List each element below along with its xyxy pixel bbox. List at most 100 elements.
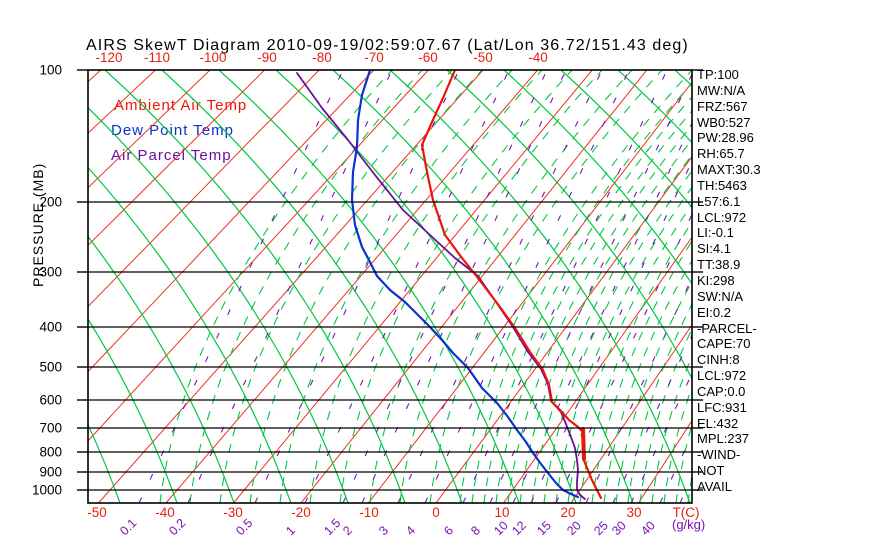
dry-adiabat-line [104, 70, 406, 503]
isotherm-line [706, 70, 870, 503]
saturated-adiabat-line [495, 109, 692, 503]
mixing-ratio-line [424, 70, 630, 503]
saturated-adiabat-line [279, 70, 513, 503]
pressure-tick-label: 1000 [32, 483, 62, 498]
mixing-ratio-line [612, 334, 692, 503]
saturated-adiabat-line [339, 70, 573, 503]
temp-top-label: -120 [95, 50, 122, 65]
temp-top-label: -80 [312, 50, 332, 65]
temp-bottom-label: -50 [87, 505, 107, 520]
isotherm-line [300, 70, 648, 503]
mixing-ratio-line [397, 70, 603, 503]
mixing-ratio-line [679, 476, 692, 503]
isotherm-line [88, 70, 156, 134]
panel-metric: TT:38.9 [697, 257, 741, 273]
pressure-tick-label: 300 [39, 265, 62, 280]
mixing-ratio-line [630, 372, 692, 503]
legend-dew-point-temp: Dew Point Temp [111, 122, 234, 139]
isotherm-line [638, 419, 692, 503]
ambient-curve [420, 70, 603, 500]
panel-metric: SI:4.1 [697, 241, 731, 257]
temp-top-label: -40 [528, 50, 548, 65]
temp-bottom-label: -20 [291, 505, 311, 520]
saturated-adiabat-line [519, 139, 692, 503]
mixing-ratio-tick-label: 30 [609, 518, 629, 538]
dry-adiabat-line [88, 166, 292, 503]
saturated-adiabat-line [603, 259, 692, 503]
panel-metric: PW:28.96 [697, 130, 754, 146]
mixing-ratio-tick-label: 8 [468, 523, 483, 538]
saturated-adiabat-line [579, 221, 692, 503]
mixing-ratio-tick-label: 0.1 [117, 516, 139, 538]
panel-metric: CINH:8 [697, 352, 740, 368]
dry-adiabat-line [161, 70, 463, 503]
dry-adiabat-line [88, 423, 121, 503]
panel-metric: -WIND- [697, 447, 741, 463]
dry-adiabat-line [674, 70, 692, 87]
mixing-ratio-tick-label: 15 [534, 518, 554, 538]
pressure-tick-label: 800 [39, 445, 62, 460]
temp-top-label: -90 [257, 50, 277, 65]
mixing-ratio-line [696, 70, 870, 503]
panel-metric: -PARCEL- [697, 320, 757, 336]
saturated-adiabat-line [687, 474, 692, 503]
isotherm-line [88, 70, 375, 373]
dry-adiabat-line [88, 106, 349, 503]
mixing-ratio-line [512, 121, 692, 503]
page-title: AIRS SkewT Diagram 2010-09-19/02:59:07.6… [86, 37, 689, 54]
panel-metric: AVAIL [697, 478, 732, 494]
saturated-adiabat-line [399, 70, 633, 503]
panel-metric: KI:298 [697, 272, 735, 288]
saturated-adiabat-line [567, 203, 692, 503]
panel-metric: MAXT:30.3 [697, 162, 761, 178]
mixing-ratio-line [530, 159, 692, 503]
panel-metric: WB0:527 [697, 114, 751, 130]
temp-top-label: -70 [364, 50, 384, 65]
legend-ambient-air-temp: Ambient Air Temp [114, 97, 248, 114]
dry-adiabat-line [789, 70, 870, 503]
ambient-thick-segment-curve [581, 427, 586, 461]
dry-adiabat-line [88, 235, 235, 503]
dewpoint-curve [350, 70, 580, 499]
pressure-tick-label: 200 [39, 195, 62, 210]
isotherm-line [88, 70, 320, 308]
mixing-ratio-tick-label: 40 [638, 518, 658, 538]
sounding-indices-panel: TP:100 MW:N/A FRZ:567 WB0:527 PW:28.96 RH:65.… [697, 67, 761, 495]
temp-top-label: -100 [199, 50, 226, 65]
saturated-adiabat-line [675, 422, 692, 503]
saturated-adiabat-line [639, 327, 692, 503]
panel-metric: MPL:237 [697, 431, 750, 447]
isotherm-line [88, 70, 211, 189]
temp-axis-unit-label: T(C) [673, 505, 700, 520]
temp-top-label: -60 [418, 50, 438, 65]
dry-adiabat-line [560, 70, 692, 209]
saturated-adiabat-line [627, 302, 692, 503]
saturated-adiabat-line [309, 70, 543, 503]
panel-metric: LCL:972 [697, 368, 747, 384]
panel-metric: NOT [697, 463, 725, 479]
mixing-ratio-line [659, 433, 692, 503]
mixing-ratio-line [555, 213, 692, 503]
panel-metric: CAP:0.0 [697, 383, 746, 399]
panel-metric: LFC:931 [697, 399, 747, 415]
mixing-ratio-line [342, 70, 548, 503]
saturated-adiabat-line [249, 70, 483, 503]
temp-bottom-label: 10 [494, 505, 509, 520]
temp-bottom-label: -10 [359, 505, 379, 520]
isotherm-line [0, 70, 46, 503]
plot-grid [0, 70, 870, 503]
dry-adiabat-line [617, 70, 692, 144]
mixing-ratio-line [462, 70, 668, 503]
mixing-ratio-tick-label: 2 [340, 523, 355, 538]
panel-metric: MW:N/A [697, 82, 746, 98]
panel-metric: TH:5463 [697, 177, 747, 193]
saturated-adiabat-line [507, 124, 692, 503]
panel-metric: TP:100 [697, 67, 739, 82]
mixing-ratio-line [187, 70, 393, 503]
temp-bottom-label: 20 [560, 505, 575, 520]
dry-adiabat-line [389, 70, 691, 503]
mixing-ratio-unit-label: (g/kg) [672, 517, 705, 532]
temp-bottom-label: -30 [223, 505, 243, 520]
